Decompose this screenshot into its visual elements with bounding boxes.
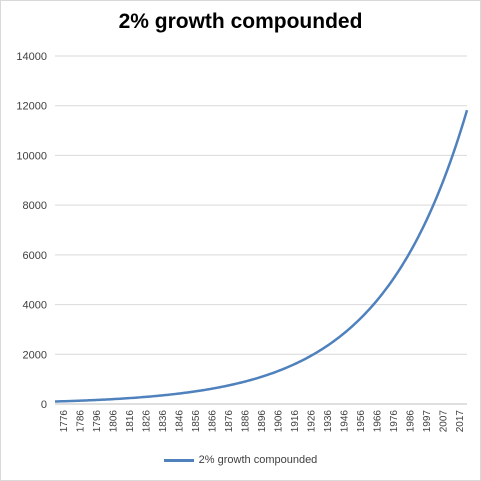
x-tick-label: 1956 [356, 410, 367, 433]
x-tick-label: 1776 [59, 410, 70, 433]
x-tick-label: 1906 [273, 410, 284, 433]
series-group [54, 109, 469, 403]
x-tick-label: 1796 [92, 410, 103, 433]
x-tick-label: 1916 [290, 410, 301, 433]
x-tick-label: 1936 [323, 410, 334, 433]
y-tick-label: 6000 [23, 250, 47, 262]
x-tick-label: 1806 [109, 410, 120, 433]
x-tick-label: 1986 [405, 410, 416, 433]
x-tick-label: 1816 [125, 410, 136, 433]
y-tick-label: 2000 [23, 349, 47, 361]
y-tick-label: 14000 [16, 51, 47, 63]
y-axis-ticks: 0 2000 4000 6000 8000 10000 12000 14000 [16, 51, 47, 411]
y-tick-label: 12000 [16, 101, 47, 113]
x-tick-label: 2017 [455, 410, 466, 433]
x-tick-label: 1976 [389, 410, 400, 433]
x-tick-label: 1966 [372, 410, 383, 433]
x-tick-label: 1826 [142, 410, 153, 433]
y-tick-label: 10000 [16, 150, 47, 162]
x-tick-label: 2007 [438, 410, 449, 433]
x-tick-label: 1866 [208, 410, 219, 433]
x-tick-label: 1926 [306, 410, 317, 433]
x-axis-ticks: 1776 1786 1796 1806 1816 1826 1836 1846 1856 1866… [59, 410, 466, 433]
x-tick-label: 1856 [191, 410, 202, 433]
x-tick-label: 1876 [224, 410, 235, 433]
x-tick-label: 1997 [422, 410, 433, 433]
x-tick-label: 1886 [241, 410, 252, 433]
series-line-2pct-growth [54, 109, 469, 403]
x-tick-label: 1786 [76, 410, 87, 433]
legend-label: 2% growth compounded [198, 454, 318, 466]
x-tick-label: 1946 [339, 410, 350, 433]
x-tick-label: 1896 [257, 410, 268, 433]
y-tick-label: 8000 [23, 200, 47, 212]
y-tick-label: 0 [41, 399, 47, 411]
legend-swatch [163, 458, 194, 462]
x-tick-label: 1836 [158, 410, 169, 433]
x-tick-label: 1846 [175, 410, 186, 433]
legend: 2% growth compounded [0, 454, 481, 466]
gridlines [55, 55, 467, 405]
chart-title: 2% growth compounded [118, 10, 363, 33]
y-tick-label: 4000 [23, 300, 47, 312]
